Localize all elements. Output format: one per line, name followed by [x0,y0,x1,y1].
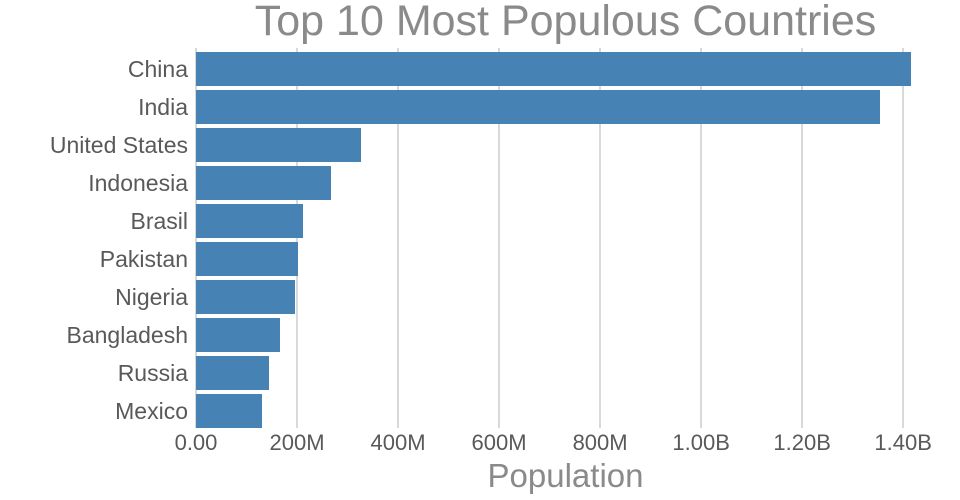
bar-nigeria [196,280,295,314]
bar-china [196,52,911,86]
gridline-800M [599,48,602,428]
x-axis-title: Population [487,457,644,494]
gridline-400M [397,48,400,428]
y-tick-label: Bangladesh [66,322,189,348]
bar-pakistan [196,242,298,276]
gridline-600M [498,48,501,428]
y-tick-label: Nigeria [115,284,188,310]
bar-bangladesh [196,318,280,352]
y-tick-label: United States [49,132,188,158]
y-tick-label: India [138,94,188,120]
y-tick-label: Russia [117,360,188,386]
gridline-0.00 [195,48,197,428]
bar-mexico [196,394,263,428]
bar-brasil [196,204,303,238]
bar-indonesia [196,166,331,200]
gridline-1.20B [801,48,804,428]
x-tick-label: 1.00B [672,430,730,455]
y-tick-label: Indonesia [88,170,188,196]
gridline-200M [296,48,299,428]
x-tick-label: 800M [572,430,628,455]
x-tick-label: 200M [269,430,325,455]
x-tick-label: 0.00 [174,430,218,455]
bar-russia [196,356,269,390]
x-tick-label: 600M [471,430,527,455]
y-tick-label: Mexico [115,398,188,424]
plot-area [195,48,935,428]
x-tick-label: 1.20B [773,430,831,455]
y-tick-label: Brasil [130,208,188,234]
x-axis-tick-labels: 0.00 200M 400M 600M 800M 1.00B 1.20B 1.40B [175,430,935,456]
bar-united-states [196,128,362,162]
gridline-1.00B [700,48,703,428]
bar-india [196,90,880,124]
gridline-1.40B [902,48,905,428]
x-tick-label: 1.40B [874,430,932,455]
y-axis-labels: China India United States Indonesia Brasil Pa… [0,48,188,428]
y-tick-label: China [127,56,188,82]
y-tick-label: Pakistan [99,246,188,272]
x-tick-label: 400M [370,430,426,455]
chart-title: Top 10 Most Populous Countries [254,0,877,45]
